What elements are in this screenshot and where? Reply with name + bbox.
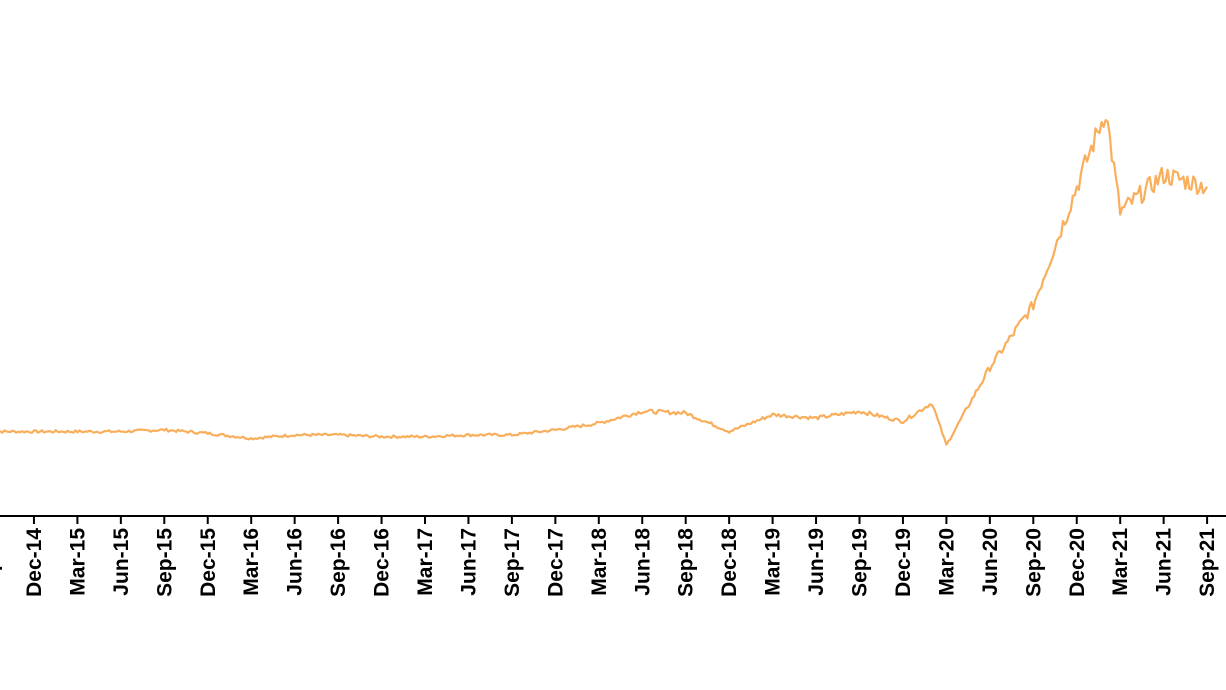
x-tick-label: Mar-18 — [588, 528, 611, 596]
x-tick-label: Dec-17 — [544, 528, 567, 597]
x-tick-label: Mar-21 — [1109, 528, 1132, 596]
x-tick-label: Jun-19 — [805, 528, 828, 596]
x-tick-label: Dec-14 — [23, 528, 46, 597]
x-tick-label: Jun-21 — [1153, 528, 1176, 596]
x-tick-label: Sep-15 — [153, 528, 176, 597]
x-tick-label: Mar-19 — [762, 528, 785, 596]
x-tick-label: Sep-18 — [675, 528, 698, 597]
x-tick-label: Dec-19 — [892, 528, 915, 597]
x-tick-label: Jun-15 — [110, 528, 133, 596]
x-tick-label: Dec-16 — [371, 528, 394, 597]
x-tick-label: Jun-16 — [284, 528, 307, 596]
x-tick-label: Dec-20 — [1066, 528, 1089, 597]
x-tick-label: Jun-20 — [979, 528, 1002, 596]
x-tick-label: Mar-17 — [414, 528, 437, 596]
x-tick-label: Jun-17 — [457, 528, 480, 596]
x-axis-tick-labels: Sep-14 Dec-14 Mar-15 Jun-15 Sep-15 Dec-15 Mar-… — [0, 528, 1219, 597]
x-tick-label: Mar-20 — [935, 528, 958, 596]
x-tick-label: Mar-15 — [66, 528, 89, 596]
x-tick-label: Sep-14 — [0, 528, 3, 597]
x-tick-label: Sep-17 — [501, 528, 524, 597]
x-tick-label: Jun-18 — [631, 528, 654, 596]
x-axis-ticks — [32, 516, 1209, 524]
x-tick-label: Dec-18 — [718, 528, 741, 597]
x-tick-label: Mar-16 — [240, 528, 263, 596]
x-tick-label: Sep-19 — [849, 528, 872, 597]
x-tick-label: Sep-21 — [1196, 528, 1219, 597]
x-tick-label: Sep-16 — [327, 528, 350, 597]
x-tick-label: Dec-15 — [197, 528, 220, 597]
series-line — [0, 119, 1209, 446]
x-tick-label: Sep-20 — [1022, 528, 1045, 597]
